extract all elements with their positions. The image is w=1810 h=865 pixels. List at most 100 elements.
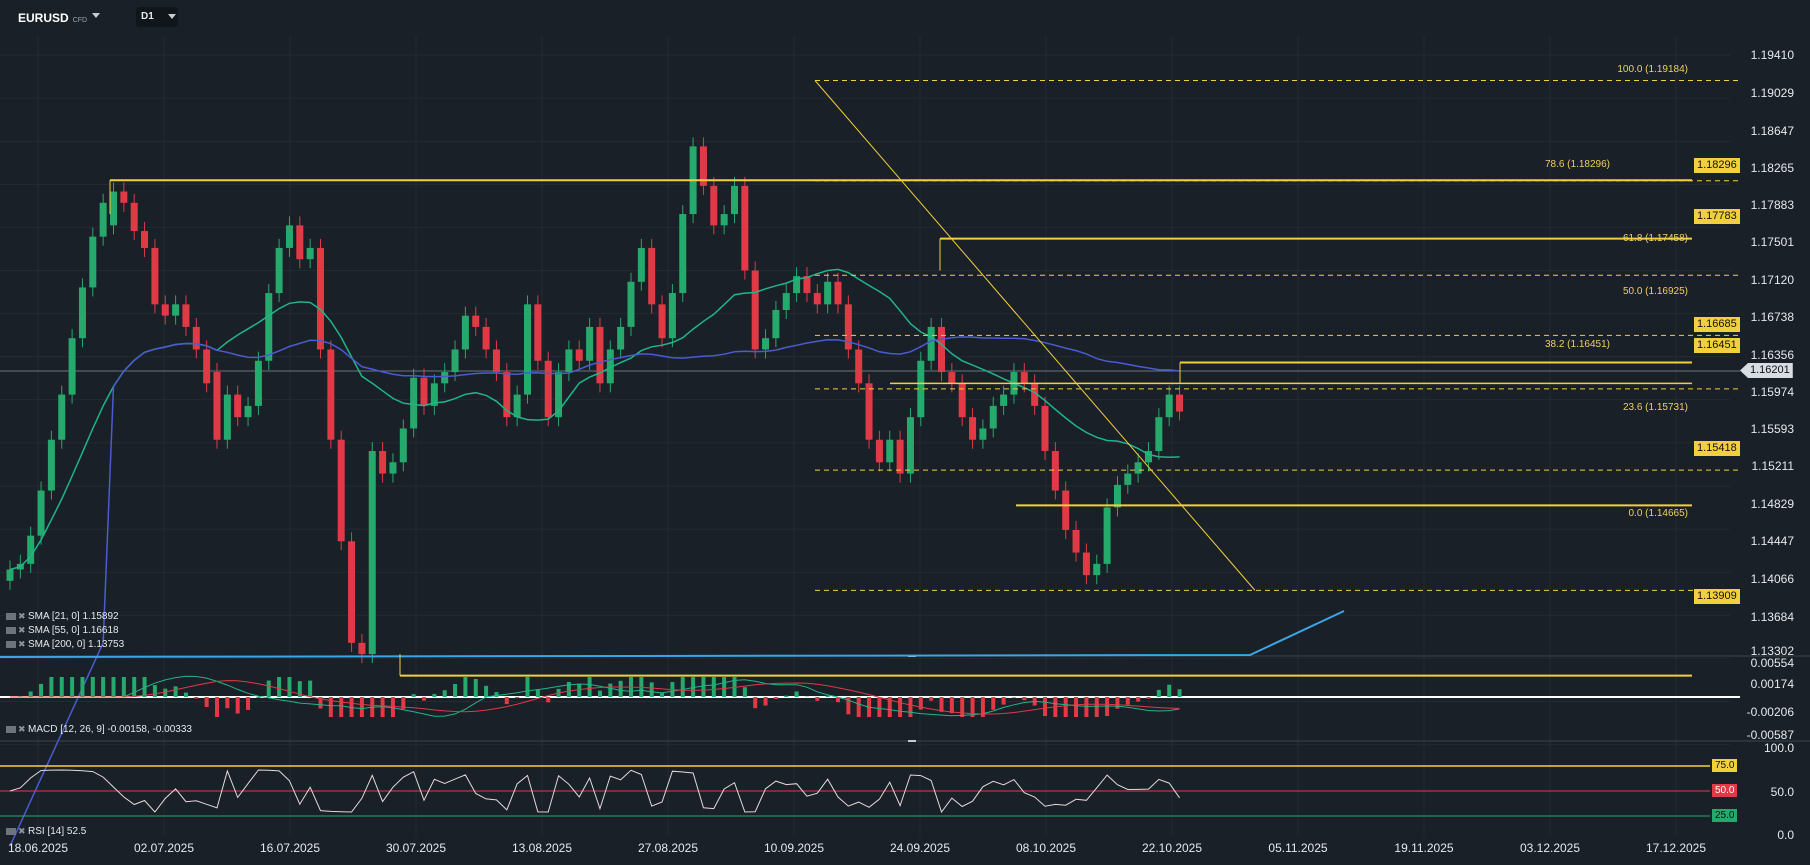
bull-candle: [679, 214, 687, 294]
bull-candle: [389, 462, 397, 474]
bear-candle: [192, 326, 200, 350]
bear-candle: [896, 439, 904, 474]
bear-candle: [420, 377, 428, 406]
macd-histogram-bar: [235, 697, 240, 714]
sma200-legend-label: SMA [200, 0] 1.13753: [28, 639, 125, 650]
indicator-settings-icon[interactable]: [6, 626, 16, 634]
timeframe-label: D1: [141, 11, 154, 22]
bear-candle: [1041, 405, 1049, 452]
indicator-settings-icon[interactable]: [6, 827, 16, 835]
indicator-remove-icon[interactable]: ✖: [18, 611, 26, 621]
bear-candle: [1072, 530, 1080, 553]
macd-histogram-bar: [80, 677, 85, 697]
macd-histogram-bar: [898, 697, 903, 717]
macd-histogram-bar: [504, 697, 509, 705]
macd-legend[interactable]: ✖ MACD [12, 26, 9] -0.00158, -0.00333: [6, 724, 192, 735]
level-tag: 1.13909: [1694, 589, 1740, 604]
indicator-remove-icon[interactable]: ✖: [18, 639, 26, 649]
sma21-legend[interactable]: ✖ SMA [21, 0] 1.15892: [6, 611, 119, 622]
macd-histogram-bar: [918, 697, 923, 710]
macd-histogram-bar: [473, 678, 478, 697]
bear-candle: [948, 372, 956, 384]
bear-candle: [958, 383, 966, 418]
macd-histogram-bar: [463, 677, 468, 697]
macd-legend-label: MACD [12, 26, 9] -0.00158, -0.00333: [28, 724, 192, 735]
macd-histogram-bar: [1011, 697, 1016, 698]
macd-histogram-bar: [960, 697, 965, 717]
price-axis-label: 1.13302: [1750, 644, 1794, 658]
bull-candle: [886, 439, 894, 463]
macd-histogram-bar: [939, 697, 944, 712]
macd-histogram-bar: [680, 677, 685, 697]
date-axis-label: 17.12.2025: [1645, 841, 1707, 855]
fib-label: 0.0 (1.14665): [1628, 508, 1689, 519]
sma55-legend-label: SMA [55, 0] 1.16618: [28, 625, 119, 636]
price-axis-label: 1.15974: [1750, 385, 1794, 399]
bull-candle: [68, 338, 76, 395]
sma200-line: [0, 610, 1345, 658]
rsi-legend[interactable]: ✖ RSI [14] 52.5: [6, 826, 86, 837]
fib-label: 100.0 (1.19184): [1617, 64, 1688, 75]
indicator-settings-icon[interactable]: [6, 725, 16, 733]
macd-histogram-bar: [1084, 697, 1089, 717]
level-tag: 1.15418: [1694, 441, 1740, 456]
macd-histogram-bar: [204, 697, 209, 707]
macd-histogram-bar: [422, 697, 426, 701]
bear-candle: [1051, 451, 1059, 491]
fib-level-tag: 1.18296: [1694, 158, 1740, 173]
macd-histogram-bar: [401, 697, 406, 709]
indicator-remove-icon[interactable]: ✖: [18, 826, 26, 836]
timeframe-selector[interactable]: D1: [136, 7, 178, 27]
bull-candle: [451, 349, 459, 373]
bull-candle: [254, 360, 262, 406]
macd-histogram-bar: [277, 677, 282, 697]
date-axis-label: 08.10.2025: [1015, 841, 1077, 855]
macd-histogram-bar: [59, 677, 64, 697]
macd-histogram-bar: [28, 691, 33, 697]
bear-candle: [1082, 552, 1090, 576]
macd-histogram-bar: [183, 692, 188, 697]
bull-candle: [399, 428, 407, 463]
sma55-legend[interactable]: ✖ SMA [55, 0] 1.16618: [6, 625, 119, 636]
macd-histogram-bar: [411, 694, 416, 697]
macd-histogram-bar: [577, 683, 582, 697]
sma21-legend-label: SMA [21, 0] 1.15892: [28, 611, 119, 622]
date-axis-label: 19.11.2025: [1394, 841, 1454, 855]
indicator-remove-icon[interactable]: ✖: [18, 625, 26, 635]
rsi-level-tag: 25.0: [1712, 809, 1738, 822]
price-axis-label: 1.14829: [1750, 497, 1794, 511]
bear-candle: [875, 439, 883, 463]
macd-histogram-bar: [328, 697, 333, 717]
macd-histogram-bar: [1136, 697, 1141, 702]
timeframe-dropdown-icon[interactable]: [168, 14, 176, 19]
macd-histogram-bar: [194, 697, 199, 699]
indicator-settings-icon[interactable]: [6, 640, 16, 648]
rsi-axis-label: 0.0: [1777, 828, 1794, 842]
symbol-dropdown-icon[interactable]: [92, 13, 100, 18]
symbol-selector[interactable]: EURUSD CFD: [18, 11, 87, 25]
bear-candle: [130, 202, 138, 232]
bear-candle: [844, 304, 852, 350]
macd-histogram-bar: [1001, 697, 1006, 705]
bear-candle: [699, 146, 707, 186]
bull-candle: [617, 326, 625, 350]
bull-candle: [513, 394, 521, 418]
macd-histogram-bar: [266, 680, 271, 697]
bear-candle: [472, 315, 480, 327]
macd-histogram-bar: [587, 677, 592, 697]
bull-candle: [244, 405, 252, 418]
sma200-legend[interactable]: ✖ SMA [200, 0] 1.13753: [6, 639, 124, 650]
indicator-remove-icon[interactable]: ✖: [18, 724, 26, 734]
bear-candle: [482, 326, 490, 350]
bull-candle: [906, 417, 914, 474]
macd-histogram-bar: [970, 697, 975, 717]
price-axis-label: 1.14447: [1750, 534, 1794, 548]
macd-histogram-bar: [1125, 697, 1130, 705]
bull-candle: [1124, 473, 1132, 485]
indicator-settings-icon[interactable]: [6, 612, 16, 620]
bull-candle: [637, 247, 645, 282]
macd-histogram-bar: [90, 677, 95, 697]
rsi-legend-label: RSI [14] 52.5: [28, 826, 87, 837]
